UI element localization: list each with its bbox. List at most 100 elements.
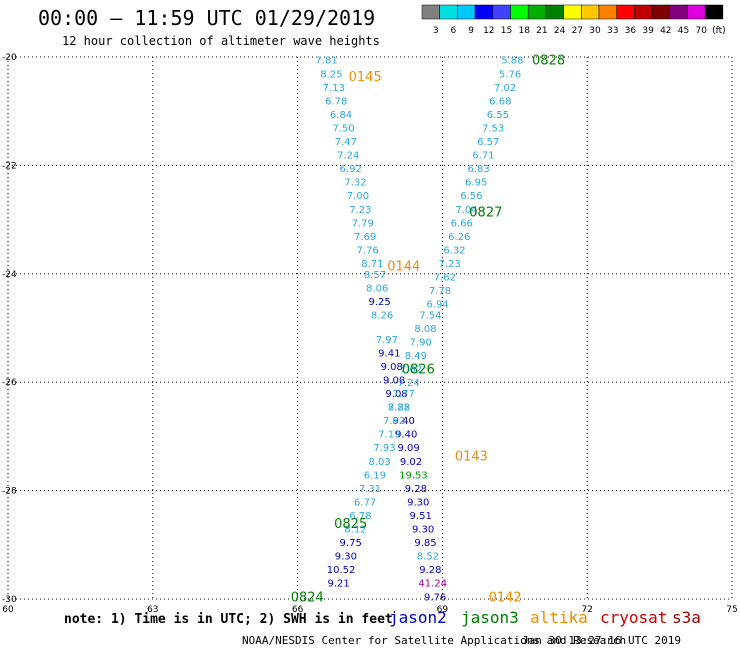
wave-height-point: 6.57 — [477, 137, 499, 148]
wave-height-point: 5.88 — [501, 56, 523, 67]
wave-height-point: 8.82 — [388, 403, 410, 414]
wave-height-point: 7.76 — [356, 245, 378, 256]
wave-height-point: 8.71 — [361, 259, 383, 270]
wave-height-point: 7.77 — [393, 389, 415, 400]
wave-height-point: 9.28 — [405, 484, 427, 495]
wave-height-point: 9.28 — [419, 565, 441, 576]
wave-height-point: 9.08 — [381, 362, 403, 373]
wave-height-point: 8.06 — [366, 283, 388, 294]
wave-height-point: 7.47 — [335, 137, 357, 148]
wave-height-point: 7.62 — [434, 273, 456, 284]
pass-time-label: 0827 — [469, 205, 502, 220]
wave-height-point: 7.50 — [332, 123, 354, 134]
wave-height-point: 7.32 — [344, 178, 366, 189]
colorbar-label: 3 — [433, 26, 439, 36]
wave-height-point: 7.19 — [378, 430, 400, 441]
x-tick-label: 69 — [437, 605, 449, 615]
legend-jason2: jason2 — [389, 608, 447, 627]
wave-height-point: 6.26 — [448, 232, 470, 243]
wave-height-point: 8.49 — [405, 351, 427, 362]
wave-height-point: 8.57 — [364, 270, 386, 281]
pass-time-label: 0145 — [349, 70, 382, 85]
wave-height-point: 6.78 — [325, 96, 347, 107]
wave-height-point: 6.71 — [472, 151, 494, 162]
wave-height-point: 8.08 — [414, 324, 436, 335]
wave-height-point: 7.69 — [354, 232, 376, 243]
wave-height-point: 9.41 — [378, 348, 400, 359]
wave-height-point: 7.62 — [400, 365, 422, 376]
colorbar-label: 24 — [554, 26, 566, 36]
wave-height-point: 7.53 — [482, 123, 504, 134]
wave-height-point: 41.24 — [418, 579, 447, 590]
wave-height-point: 6.92 — [340, 164, 362, 175]
footer-note: note: 1) Time is in UTC; 2) SWH is in fe… — [64, 612, 393, 627]
wave-height-point: 7.90 — [410, 338, 432, 349]
colorbar-label: (ft) — [712, 26, 726, 36]
x-tick-label: 60 — [2, 605, 14, 615]
wave-height-point: 7.82 — [383, 416, 405, 427]
wave-height-point: 7.97 — [376, 335, 398, 346]
y-tick-label: -22 — [2, 161, 17, 171]
colorbar-label: 70 — [695, 26, 707, 36]
wave-height-point: 7.02 — [494, 83, 516, 94]
wave-height-point: 6.55 — [487, 110, 509, 121]
wave-height-point: 9.08 — [383, 375, 405, 386]
y-tick-label: -30 — [2, 595, 17, 605]
colorbar-swatch — [704, 4, 724, 20]
wave-height-point: 6.78 — [349, 511, 371, 522]
wave-height-point: 8.03 — [369, 457, 391, 468]
credit-text: NOAA/NESDIS Center for Satellite Applica… — [242, 634, 627, 647]
wave-height-point: 7.79 — [352, 218, 374, 229]
wave-height-point: 7.13 — [323, 83, 345, 94]
wave-height-point: 7.78 — [429, 286, 451, 297]
wave-height-point: 9.25 — [369, 297, 391, 308]
colorbar-label: 18 — [518, 26, 530, 36]
colorbar-label: 30 — [589, 26, 601, 36]
legend-s3a: s3a — [672, 608, 701, 627]
colorbar-label: 15 — [501, 26, 512, 36]
pass-time-label: 0825 — [334, 517, 367, 532]
x-tick-label: 66 — [292, 605, 304, 615]
wave-height-point: 7.00 — [347, 191, 369, 202]
wave-height-point: 7.23 — [439, 259, 461, 270]
generated-timestamp: Jan 30 13:27:16 UTC 2019 — [522, 634, 681, 647]
wave-height-point: 6.68 — [489, 96, 511, 107]
wave-height-point: 7.04 — [455, 205, 477, 216]
wave-height-point: 7.31 — [359, 484, 381, 495]
wave-height-point: 8.52 — [417, 552, 439, 563]
wave-height-point: 6.94 — [426, 300, 448, 311]
y-tick-label: -28 — [2, 487, 17, 497]
wave-height-point: 9.30 — [407, 497, 429, 508]
wave-height-point: 9.08 — [385, 389, 407, 400]
y-tick-label: -24 — [2, 270, 17, 280]
wave-height-point: 10.52 — [327, 565, 356, 576]
wave-height-point: 7.24 — [337, 151, 359, 162]
pass-time-label: 0828 — [532, 54, 565, 69]
y-tick-label: -20 — [2, 53, 17, 63]
colorbar-label: 33 — [607, 26, 618, 36]
wave-height-point: 6.19 — [364, 470, 386, 481]
wave-height-point: 9.02 — [400, 457, 422, 468]
wave-height-point: 8.25 — [320, 69, 342, 80]
wave-height-point: 7.93 — [373, 443, 395, 454]
wave-height-point: 7.81 — [315, 56, 337, 67]
wave-height-point: 9.76 — [424, 592, 446, 603]
wave-height-point: 6.66 — [451, 218, 473, 229]
wave-height-point: 9.75 — [340, 538, 362, 549]
colorbar-label: 12 — [483, 26, 494, 36]
pass-time-label: 0142 — [489, 590, 522, 605]
x-tick-label: 75 — [726, 605, 737, 615]
legend-cryosat: cryosat — [600, 608, 668, 627]
pass-time-label: 0824 — [291, 590, 324, 605]
wave-height-point: 6.95 — [465, 178, 487, 189]
wave-height-point: 7.54 — [419, 310, 441, 321]
legend-jason3: jason3 — [461, 608, 519, 627]
wave-height-point: 9.40 — [395, 430, 417, 441]
colorbar-legend: 3 6 9 12 15 18 21 24 27 30 33 36 39 42 45 70 (ft) — [421, 4, 726, 36]
colorbar-label: 21 — [536, 26, 547, 36]
wave-height-point: 7.23 — [349, 205, 371, 216]
wave-height-point: 9.09 — [397, 443, 419, 454]
colorbar-label: 27 — [572, 26, 583, 36]
colorbar-label: 9 — [468, 26, 474, 36]
